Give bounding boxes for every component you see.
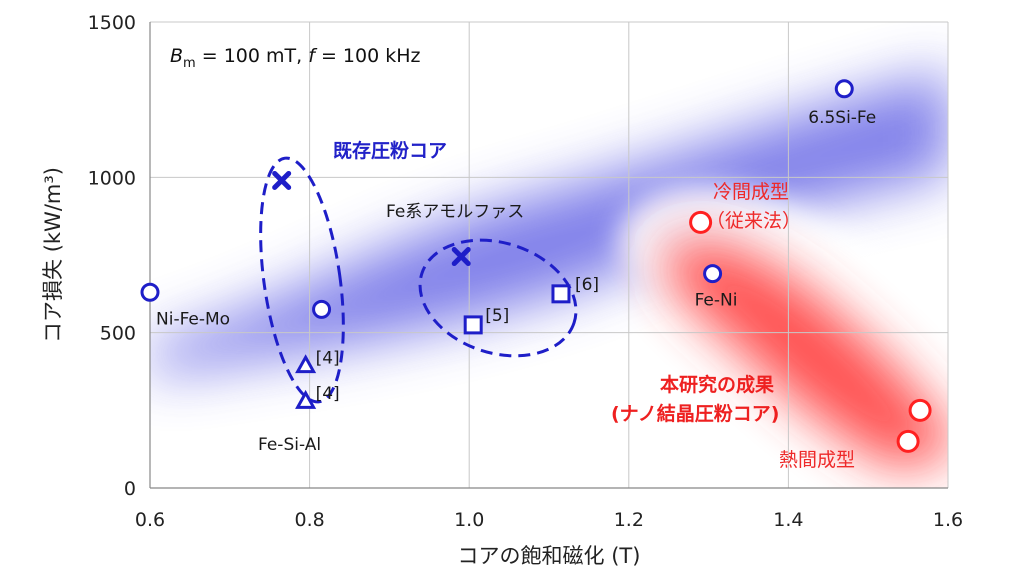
circle-red-point: [896, 429, 920, 453]
axes: [149, 22, 948, 489]
cold-pressing-label: 冷間成型: [713, 181, 789, 203]
this-study-band: [663, 240, 948, 470]
circle-blue-point: [312, 299, 332, 319]
y-tick-label: 0: [124, 478, 136, 500]
point-label: [6]: [575, 275, 599, 295]
x-tick-label: 1.2: [614, 509, 644, 531]
point-label: [4]: [316, 348, 340, 368]
fe-amorphous-group-ellipse: [418, 238, 578, 358]
cross-blue-point: [451, 247, 471, 267]
x-axis-title: コアの飽和磁化 (T): [458, 544, 641, 568]
point-label: [4]: [316, 384, 340, 404]
existing-cores-label: 既存圧粉コア: [333, 139, 447, 162]
circle-blue-point: [703, 264, 723, 284]
hot-pressing-label: 熱間成型: [779, 449, 855, 471]
x-tick-label: 0.6: [135, 509, 165, 531]
grid-lines: [150, 21, 949, 488]
y-tick-label: 1000: [88, 167, 136, 189]
cross-blue-point: [272, 170, 292, 190]
fe-amorphous-label: Fe系アモルファス: [386, 202, 524, 222]
circle-blue-point: [834, 79, 854, 99]
this-study-result-label: 本研究の成果: [660, 373, 774, 396]
point-label: Ni-Fe-Mo: [156, 309, 230, 329]
measurement-condition: Bm = 100 mT, f = 100 kHz: [170, 45, 421, 71]
background-bands: [150, 70, 948, 470]
square-blue-point: [551, 284, 571, 304]
x-tick-label: 0.8: [294, 509, 324, 531]
nanocrystal-core-label: (ナノ結晶圧粉コア): [611, 402, 779, 425]
square-blue-point: [463, 315, 483, 335]
point-label: 6.5Si-Fe: [808, 108, 876, 128]
y-tick-label: 1500: [88, 12, 136, 34]
triangle-blue-point: [295, 354, 317, 374]
y-axis-title: コア損失 (kW/m³): [41, 167, 65, 343]
circle-red-point: [908, 398, 932, 422]
x-tick-label: 1.0: [454, 509, 484, 531]
point-label: [5]: [485, 306, 509, 326]
circle-red-point: [689, 210, 713, 234]
fe-si-al-group-ellipse: [259, 156, 345, 404]
existing-cores-band: [150, 70, 948, 375]
x-tick-label: 1.4: [773, 509, 803, 531]
data-markers: [140, 79, 932, 453]
x-tick-label: 1.6: [933, 509, 963, 531]
point-label: Fe-Ni: [695, 291, 738, 311]
y-tick-labels: 0 500 1000 1500: [88, 12, 136, 500]
conventional-method-label: （従来法）: [706, 210, 801, 232]
triangle-blue-point: [295, 389, 317, 409]
circle-blue-point: [140, 282, 160, 302]
y-tick-label: 500: [100, 323, 136, 345]
point-labels: Ni-Fe-Mo Fe-Ni 6.5Si-Fe [4] [4] [5] [6]: [156, 108, 876, 404]
x-tick-labels: 0.6 0.8 1.0 1.2 1.4 1.6: [135, 509, 963, 531]
fe-si-al-label: Fe-Si-Al: [258, 435, 321, 455]
